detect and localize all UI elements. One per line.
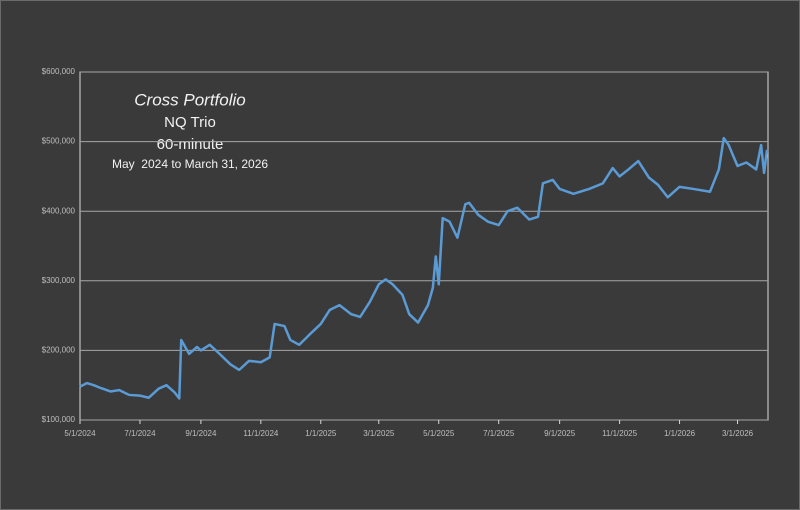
x-tick-label: 5/1/2025 — [423, 429, 455, 438]
x-tick-label: 7/1/2025 — [483, 429, 515, 438]
x-tick-label: 11/1/2025 — [602, 429, 638, 438]
x-tick-label: 7/1/2024 — [124, 429, 156, 438]
y-tick-label: $500,000 — [42, 137, 76, 146]
x-tick-label: 1/1/2026 — [664, 429, 696, 438]
line-series — [79, 136, 769, 400]
y-tick-label: $400,000 — [42, 206, 76, 215]
chart-subtitle: NQ Trio — [164, 114, 216, 131]
x-tick-label: 11/1/2024 — [243, 429, 279, 438]
chart-subtitle: May 2024 to March 31, 2026 — [112, 157, 268, 171]
y-tick-label: $600,000 — [42, 67, 76, 76]
x-tick-label: 1/1/2025 — [305, 429, 337, 438]
y-tick-label: $300,000 — [42, 276, 76, 285]
x-tick-label: 3/1/2025 — [363, 429, 395, 438]
y-tick-label: $100,000 — [42, 415, 76, 424]
x-tick-label: 5/1/2024 — [64, 429, 96, 438]
chart-subtitle: 60-minute — [157, 136, 224, 153]
x-tick-label: 9/1/2025 — [544, 429, 576, 438]
x-tick-label: 3/1/2026 — [722, 429, 754, 438]
y-tick-label: $200,000 — [42, 346, 76, 355]
x-tick-label: 9/1/2024 — [185, 429, 217, 438]
chart-title: Cross Portfolio — [134, 90, 245, 109]
